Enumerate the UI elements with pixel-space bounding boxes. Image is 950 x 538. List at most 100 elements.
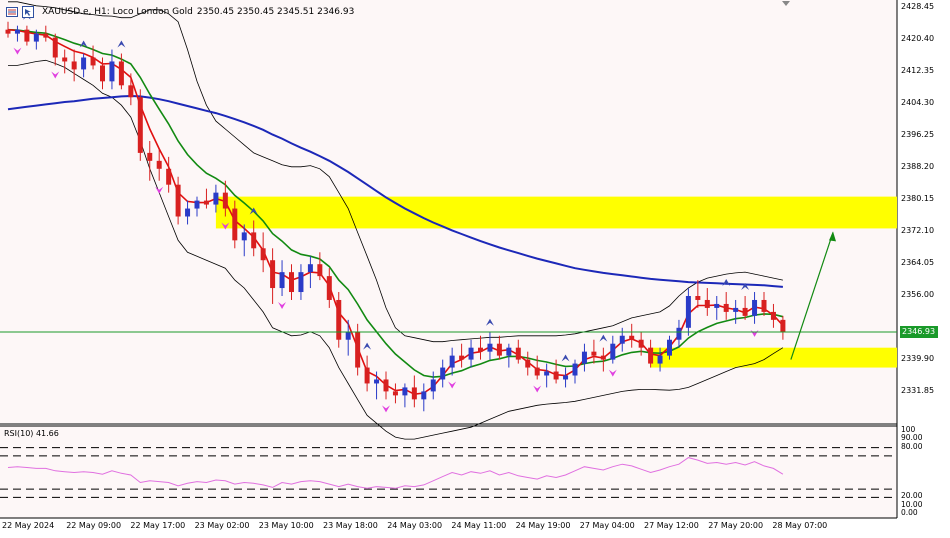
ohlc-values: 2350.45 2350.45 2345.51 2346.93 (196, 7, 355, 17)
candle (600, 347, 606, 372)
candle (364, 355, 370, 392)
candle (203, 188, 209, 209)
fractal-up-icon (485, 318, 494, 326)
fractal-down-icon (221, 222, 230, 230)
candle (251, 220, 257, 257)
candle (90, 45, 96, 70)
candle (695, 280, 701, 308)
fractal-up-icon (722, 279, 731, 287)
current-price-tag: 2346.93 (900, 326, 938, 339)
candle (544, 363, 550, 388)
rsi-tick-label: 20.00 (901, 491, 923, 501)
candle (411, 375, 417, 408)
candle-body (175, 184, 181, 217)
fractal-down-icon (51, 71, 60, 79)
chart-shift-marker-icon[interactable] (782, 1, 790, 6)
candle (213, 184, 219, 213)
fractal-up-icon (117, 40, 126, 48)
candle (137, 89, 143, 161)
price-tick-label: 2396.25 (901, 130, 935, 139)
candle-body (374, 379, 380, 384)
candle (591, 339, 597, 364)
candle-body (515, 347, 521, 360)
rsi-tick-label: 0.00 (901, 508, 918, 517)
candle (723, 292, 729, 320)
candle (704, 288, 710, 316)
candle-body (685, 296, 691, 328)
candle (62, 49, 68, 74)
candle-body (600, 355, 606, 360)
fractal-down-icon (13, 47, 22, 55)
fractal-down-icon (382, 405, 390, 413)
candle (430, 371, 436, 400)
price-tick-label: 2404.30 (901, 98, 935, 107)
fractal-up-icon (741, 283, 750, 290)
candle-body (742, 307, 748, 316)
candle-body (345, 331, 351, 340)
price-zone (215, 196, 897, 229)
rsi-tick-label: 10.00 (901, 499, 923, 509)
candle-body (563, 375, 569, 380)
fractal-down-icon (533, 385, 542, 393)
candle-body (185, 208, 191, 217)
symbol-title: XAUUSD.e, H1: Loco London Gold (42, 7, 193, 17)
fractal-down-icon (278, 302, 287, 309)
candle-body (109, 61, 115, 82)
candle (14, 25, 20, 42)
candle-body (289, 272, 294, 293)
candle (742, 296, 748, 320)
candle (714, 296, 720, 320)
candle (478, 335, 483, 360)
candle-body (723, 303, 729, 312)
candle-body (81, 57, 87, 70)
price-tick-label: 2388.20 (901, 162, 935, 171)
candle (128, 73, 134, 106)
candle-body (714, 303, 720, 308)
candle (610, 335, 616, 364)
candle (185, 200, 191, 225)
candle (487, 331, 493, 360)
rsi-chart-area[interactable] (0, 426, 897, 518)
candle-body (194, 200, 200, 209)
candle (676, 319, 682, 348)
candle (468, 339, 474, 368)
candle-body (534, 367, 540, 376)
candle (421, 383, 427, 412)
price-tick-label: 2339.90 (901, 354, 935, 363)
candle (572, 359, 578, 384)
candle-body (336, 299, 342, 340)
fractal-up-icon (561, 354, 570, 362)
candle-body (213, 192, 219, 205)
candle-body (203, 200, 209, 205)
candle (222, 180, 228, 217)
candle (270, 248, 276, 304)
candle-body (222, 192, 228, 209)
candle-body (137, 97, 143, 153)
candle (118, 53, 124, 90)
candle-body (364, 367, 370, 384)
candle (156, 148, 162, 181)
candle-body (468, 347, 474, 360)
arrow-head-icon (829, 231, 836, 242)
price-tick-label: 2372.10 (901, 226, 935, 235)
candle (175, 176, 181, 225)
candle (109, 49, 115, 90)
candle-body (752, 299, 758, 316)
candle-body (326, 276, 332, 300)
price-tick-label: 2364.05 (901, 258, 935, 267)
one-click-trading-icon[interactable] (22, 6, 34, 18)
candle-body (270, 260, 276, 289)
time-tick-label: 23 May 02:00 (194, 521, 250, 530)
candle-body (260, 248, 266, 261)
candle (496, 335, 502, 360)
time-tick-label: 27 May 20:00 (708, 521, 764, 530)
time-tick-label: 22 May 2024 (2, 521, 55, 530)
candle (392, 383, 398, 404)
price-tick-label: 2380.15 (901, 194, 935, 203)
candle (374, 371, 380, 400)
candle (383, 371, 389, 400)
candle-body (100, 65, 105, 82)
chart-menu-icon[interactable] (6, 6, 18, 18)
candle-body (506, 347, 512, 356)
